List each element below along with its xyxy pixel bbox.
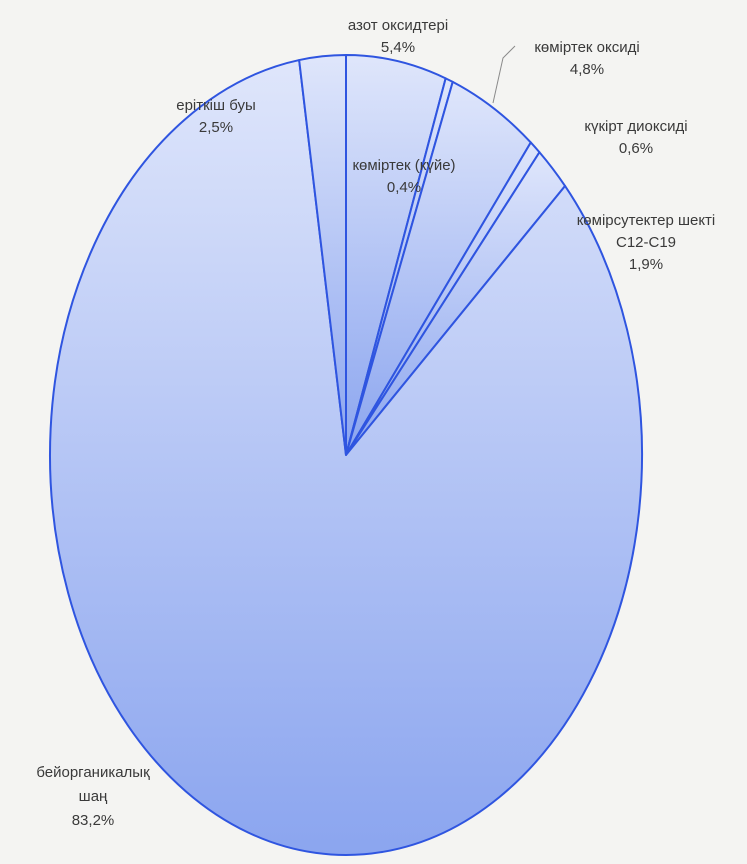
slice-category-label: күкірт диоксиді	[584, 118, 687, 135]
slice-value-label: 2,5%	[199, 119, 233, 136]
data-label-2: көміртек оксиді 4,8%	[534, 39, 639, 78]
slice-category-label: C12-C19	[616, 234, 676, 251]
slice-category-label: еріткіш буы	[176, 97, 256, 114]
slice-value-label: 0,6%	[619, 140, 653, 157]
slice-value-label: 1,9%	[629, 256, 663, 273]
slice-category-label: көміртек оксиді	[534, 39, 639, 56]
slice-category-label: шаң	[79, 788, 108, 805]
leader-line-komirtek-oksidi	[492, 45, 516, 104]
pie-slice-0	[345, 54, 447, 456]
slice-value-label: 5,4%	[381, 39, 415, 56]
slice-category-label: азот оксидтері	[348, 17, 448, 34]
slice-category-label: бейорганикалық	[36, 764, 150, 781]
leader-lines	[492, 45, 516, 104]
slice-value-label: 4,8%	[570, 61, 604, 78]
slice-category-label: көмірсутектер шекті	[577, 212, 716, 229]
pie-slices	[48, 54, 643, 856]
slice-value-label: 0,4%	[387, 179, 421, 196]
data-label-5: бейорганикалық шаң 83,2%	[36, 764, 150, 829]
data-label-1: көміртек (күйе) 0,4%	[352, 157, 455, 196]
data-label-4: көмірсутектер шекті C12-C19 1,9%	[577, 212, 716, 273]
pie-slice-5	[48, 59, 643, 856]
pie-slice-6	[298, 54, 347, 456]
slice-category-label: көміртек (күйе)	[352, 157, 455, 174]
data-label-3: күкірт диоксиді 0,6%	[584, 118, 687, 157]
data-label-6: еріткіш буы 2,5%	[176, 97, 256, 136]
data-label-0: азот оксидтері 5,4%	[348, 17, 448, 56]
slice-value-label: 83,2%	[72, 812, 115, 829]
